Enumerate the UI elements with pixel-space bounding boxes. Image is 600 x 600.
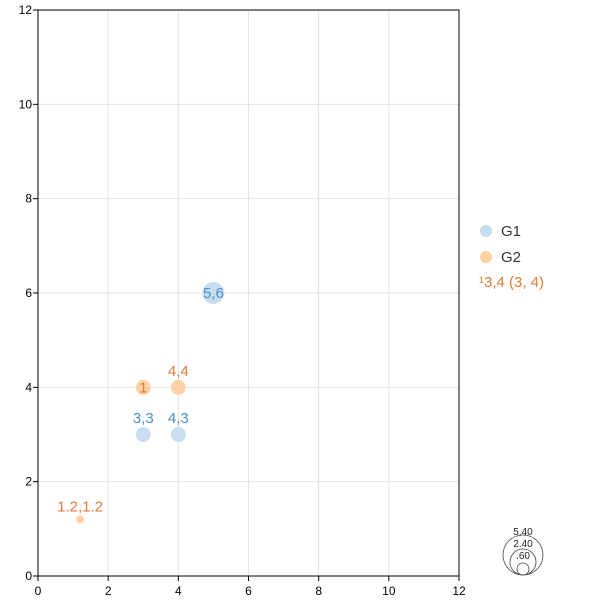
- y-tick-label: 10: [19, 97, 33, 111]
- point-label: 1.2,1.2: [57, 498, 103, 515]
- point-labels: 3,3 4,3 5,6 1 4,4 1.2,1.2: [57, 285, 224, 515]
- x-tick-label: 12: [452, 584, 466, 598]
- size-legend-label: 2.40: [513, 539, 533, 550]
- size-legend: 5.402.40.60: [502, 527, 544, 576]
- point-label: 1: [139, 379, 147, 396]
- point-g1: [170, 427, 186, 442]
- x-tick-label: 6: [245, 584, 252, 598]
- data-points: [76, 282, 225, 524]
- x-tick-label: 10: [382, 584, 396, 598]
- y-tick-label: 0: [25, 569, 32, 583]
- point-g1: [135, 427, 151, 442]
- point-g1: [202, 282, 225, 304]
- legend-swatch: [480, 225, 492, 237]
- legend-swatch: [480, 251, 492, 263]
- size-legend-label: 5.40: [513, 527, 533, 538]
- x-tick-label: 0: [35, 584, 42, 598]
- legend-label: G2: [501, 249, 521, 266]
- axes: 0 2 4 6 8 10 12 0 2 4 6 8 10 12: [19, 3, 466, 598]
- size-legend-circle: [516, 562, 530, 576]
- size-legend-label: .60: [516, 551, 530, 562]
- x-tick-label: 2: [105, 584, 112, 598]
- y-tick-label: 4: [25, 380, 32, 394]
- y-tick-label: 2: [25, 475, 32, 489]
- x-tick-label: 8: [315, 584, 322, 598]
- legend: G1 G2 ¹3,4 (3, 4): [479, 223, 544, 291]
- legend-annotation: ¹3,4 (3, 4): [479, 274, 544, 291]
- y-tick-label: 8: [25, 192, 32, 206]
- point-g2: [135, 379, 151, 395]
- grid: [38, 10, 459, 576]
- point-label: 4,4: [168, 363, 189, 380]
- point-label: 4,3: [168, 410, 189, 427]
- legend-label: G1: [501, 223, 521, 240]
- point-g2: [76, 515, 85, 524]
- y-tick-label: 6: [25, 286, 32, 300]
- x-tick-label: 4: [175, 584, 182, 598]
- point-label: 5,6: [203, 285, 224, 302]
- point-label: 3,3: [133, 410, 154, 427]
- y-tick-label: 12: [19, 3, 33, 17]
- point-g2: [170, 379, 186, 395]
